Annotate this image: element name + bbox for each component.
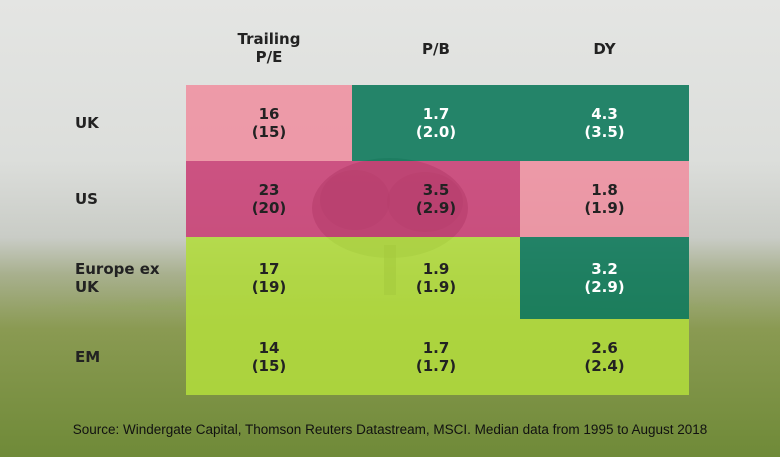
cell-value: 23: [258, 181, 280, 199]
table-cell: 14 (15): [186, 319, 352, 395]
column-header-line: DY: [593, 40, 616, 58]
cell-median: (2.4): [584, 357, 625, 375]
row-header: US: [75, 190, 98, 208]
column-header: P/B: [352, 40, 520, 58]
cell-median: (20): [251, 199, 287, 217]
column-header: Trailing P/E: [186, 30, 352, 66]
table-cell: 23 (20): [186, 161, 352, 237]
cell-value: 1.8: [591, 181, 618, 199]
cell-median: (2.9): [584, 278, 625, 296]
cell-value: 17: [258, 260, 280, 278]
table-cell: 2.6 (2.4): [520, 319, 689, 395]
table-cell: 1.7 (1.7): [352, 319, 520, 395]
row-header: EM: [75, 348, 100, 366]
row-header: UK: [75, 114, 99, 132]
cell-median: (19): [251, 278, 287, 296]
cell-median: (15): [251, 357, 287, 375]
cell-value: 4.3: [591, 105, 618, 123]
table-cell: 3.2 (2.9): [520, 237, 689, 319]
source-note: Source: Windergate Capital, Thomson Reut…: [72, 422, 708, 437]
cell-median: (2.9): [415, 199, 457, 217]
row-header-line: US: [75, 190, 98, 208]
row-header-line: UK: [75, 114, 99, 132]
table-cell: 17 (19): [186, 237, 352, 319]
row-header: Europe ex UK: [75, 260, 160, 296]
table-cell: 1.9 (1.9): [352, 237, 520, 319]
cell-value: 3.2: [591, 260, 618, 278]
row-header-line: EM: [75, 348, 101, 366]
cell-median: (2.0): [415, 123, 457, 141]
cell-value: 1.9: [422, 260, 450, 278]
row-header-line: Europe ex: [75, 260, 160, 278]
column-header-line: P/E: [255, 48, 283, 66]
cell-value: 1.7: [422, 105, 450, 123]
table-cell: 16 (15): [186, 85, 352, 161]
cell-value: 2.6: [591, 339, 618, 357]
table-cell: 4.3 (3.5): [520, 85, 689, 161]
table-cell: 1.7 (2.0): [352, 85, 520, 161]
table-cell: 3.5 (2.9): [352, 161, 520, 237]
cell-median: (1.9): [584, 199, 625, 217]
column-header-line: Trailing: [237, 30, 301, 48]
column-header: DY: [520, 40, 689, 58]
cell-median: (1.9): [415, 278, 457, 296]
cell-median: (15): [251, 123, 287, 141]
row-header-line: UK: [75, 278, 99, 296]
cell-value: 14: [258, 339, 280, 357]
cell-median: (3.5): [584, 123, 625, 141]
column-header-line: P/B: [422, 40, 450, 58]
cell-median: (1.7): [415, 357, 457, 375]
table-cell: 1.8 (1.9): [520, 161, 689, 237]
cell-value: 16: [258, 105, 280, 123]
cell-value: 3.5: [422, 181, 450, 199]
cell-value: 1.7: [422, 339, 450, 357]
